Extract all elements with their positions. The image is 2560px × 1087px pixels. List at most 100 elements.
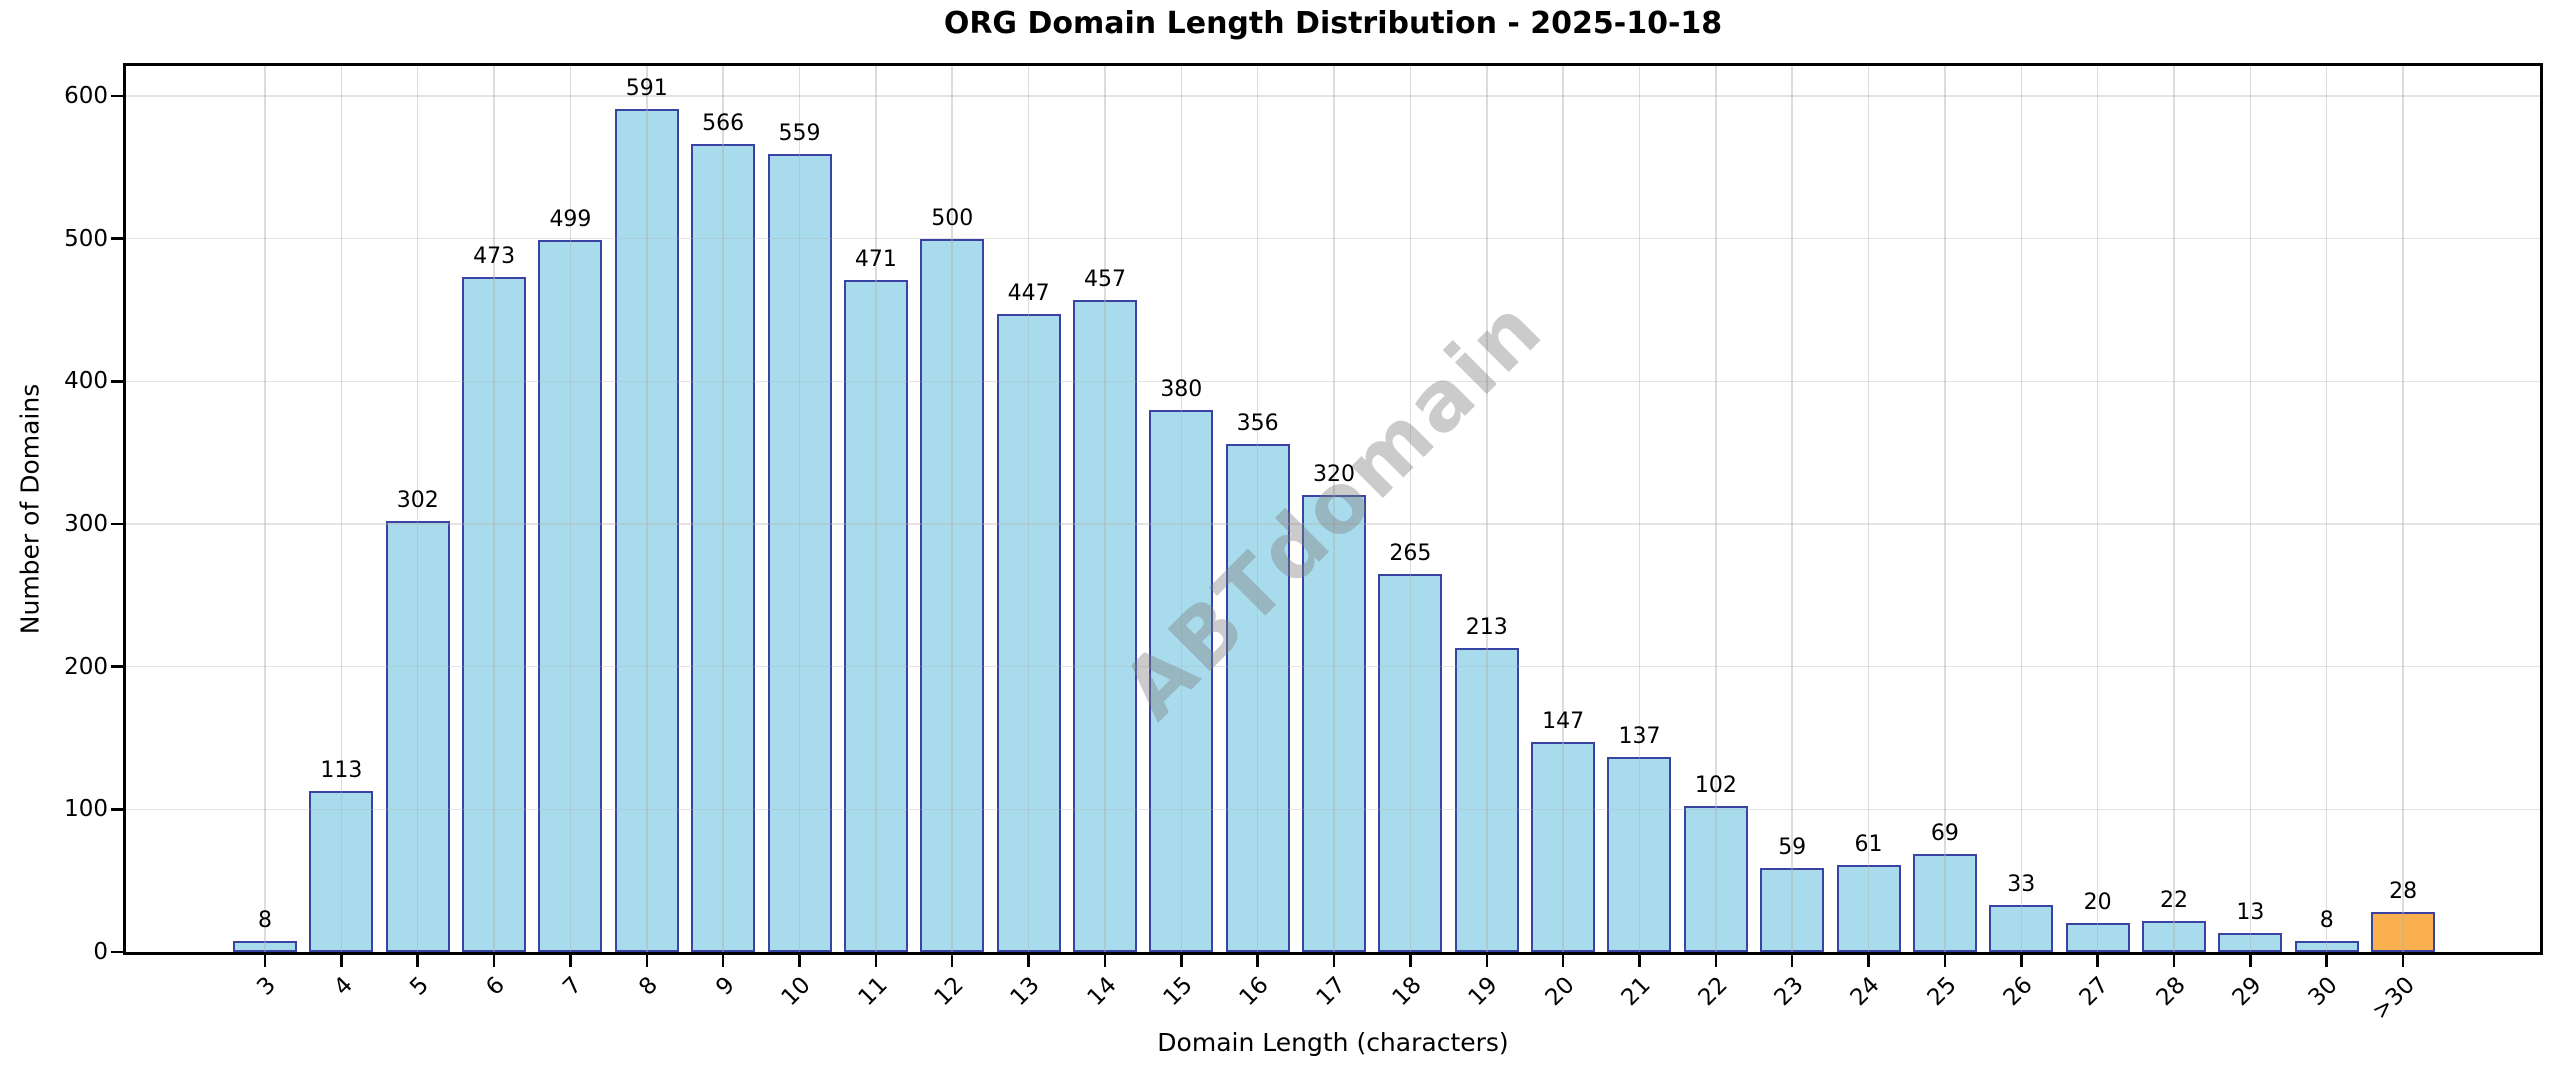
v-gridline xyxy=(1944,66,1946,952)
y-axis-tick xyxy=(111,665,123,668)
v-gridline xyxy=(1791,66,1793,952)
x-tick-label: 23 xyxy=(1769,972,1809,1012)
bar xyxy=(1225,444,1290,952)
v-gridline xyxy=(875,66,877,952)
bar xyxy=(843,280,908,952)
x-axis-tick xyxy=(2172,955,2176,967)
v-gridline xyxy=(1333,66,1335,952)
x-axis-tick xyxy=(950,955,954,967)
x-tick-label: 3 xyxy=(252,972,282,1001)
y-axis-tick xyxy=(111,950,123,954)
bar xyxy=(691,144,756,952)
bar-value-label: 499 xyxy=(549,207,592,233)
bar xyxy=(462,277,527,952)
bar-value-label: 213 xyxy=(1465,615,1508,641)
x-axis-tick xyxy=(1103,955,1107,967)
v-gridline xyxy=(1715,66,1717,952)
bar xyxy=(920,238,985,952)
y-tick-label: 500 xyxy=(64,225,108,252)
y-axis-label: Number of Domains xyxy=(15,383,45,635)
x-axis-tick xyxy=(569,955,572,967)
bar xyxy=(1760,867,1825,952)
x-tick-label: 29 xyxy=(2227,972,2267,1012)
x-axis-tick xyxy=(2096,955,2099,967)
v-gridline xyxy=(646,66,648,952)
bar-value-label: 320 xyxy=(1313,462,1356,488)
x-axis-tick xyxy=(1867,955,1870,967)
x-tick-label: 28 xyxy=(2151,972,2191,1012)
bar xyxy=(2142,920,2206,952)
x-tick-label: 11 xyxy=(853,972,893,1012)
bar-value-label: 102 xyxy=(1694,773,1737,799)
v-gridline xyxy=(1562,66,1564,952)
y-axis-tick xyxy=(111,522,123,526)
x-tick-label: 15 xyxy=(1158,972,1198,1012)
bar-value-label: 8 xyxy=(258,907,272,933)
v-gridline xyxy=(951,66,953,952)
v-gridline xyxy=(1409,66,1412,952)
x-axis-tick xyxy=(1561,955,1565,967)
x-axis-tick xyxy=(416,955,419,967)
x-tick-label: 12 xyxy=(929,972,969,1012)
bar xyxy=(233,940,297,952)
bar xyxy=(1683,806,1748,952)
v-gridline xyxy=(1256,66,1259,952)
v-gridline xyxy=(1638,66,1641,952)
bar-value-label: 59 xyxy=(1778,834,1807,860)
x-axis-tick xyxy=(2249,955,2252,967)
x-axis-tick xyxy=(1332,955,1336,967)
v-gridline xyxy=(722,66,724,952)
h-gridline xyxy=(126,237,2540,240)
x-tick-label: 19 xyxy=(1464,972,1504,1012)
x-tick-label: 4 xyxy=(329,972,358,1001)
v-gridline xyxy=(2173,66,2175,952)
bar-value-label: 20 xyxy=(2083,890,2112,916)
v-gridline xyxy=(2325,66,2328,952)
bar xyxy=(1378,573,1443,952)
x-tick-label: 18 xyxy=(1387,972,1427,1012)
bar xyxy=(1607,756,1672,952)
bar-value-label: 566 xyxy=(702,111,745,137)
x-tick-label: 7 xyxy=(558,972,587,1001)
x-axis-tick xyxy=(1638,955,1641,967)
v-gridline xyxy=(493,66,495,952)
h-gridline xyxy=(126,523,2540,525)
x-axis-tick xyxy=(263,955,267,967)
v-gridline xyxy=(1180,66,1183,952)
v-gridline xyxy=(1027,66,1030,952)
x-tick-label: 30 xyxy=(2304,972,2344,1012)
v-gridline xyxy=(1104,66,1106,952)
h-gridline xyxy=(126,380,2540,383)
bar xyxy=(2294,940,2359,952)
x-tick-label: 10 xyxy=(776,972,816,1012)
x-axis-tick xyxy=(1485,955,1488,967)
bar-value-label: 13 xyxy=(2236,900,2265,926)
x-tick-label: 5 xyxy=(405,972,435,1001)
x-tick-label: 9 xyxy=(710,972,740,1001)
bar-value-label: 559 xyxy=(778,121,821,147)
bar xyxy=(1912,853,1977,952)
bar-value-label: 113 xyxy=(320,757,363,783)
bar-value-label: 302 xyxy=(396,488,439,514)
x-tick-label: 24 xyxy=(1845,972,1885,1012)
x-axis-tick xyxy=(721,955,725,967)
x-tick-label: 25 xyxy=(1922,972,1962,1012)
x-axis-tick xyxy=(2401,955,2405,967)
y-axis-tick xyxy=(111,94,123,98)
v-gridline xyxy=(1867,66,1870,952)
bar-value-label: 22 xyxy=(2160,887,2188,913)
x-axis-tick xyxy=(492,955,496,967)
x-tick-label: 27 xyxy=(2074,972,2115,1012)
chart-title: ORG Domain Length Distribution - 2025-10… xyxy=(943,6,1723,41)
x-tick-label: 17 xyxy=(1311,972,1351,1012)
bar-value-label: 61 xyxy=(1854,831,1883,857)
x-tick-label: 26 xyxy=(1998,972,2038,1012)
bar xyxy=(309,790,374,952)
bar-value-label: 147 xyxy=(1542,709,1585,735)
bar-value-label: 457 xyxy=(1083,266,1126,292)
bar-value-label: 471 xyxy=(854,247,897,273)
v-gridline xyxy=(2249,66,2252,952)
bar-value-label: 356 xyxy=(1236,411,1279,437)
y-tick-label: 400 xyxy=(64,368,108,395)
